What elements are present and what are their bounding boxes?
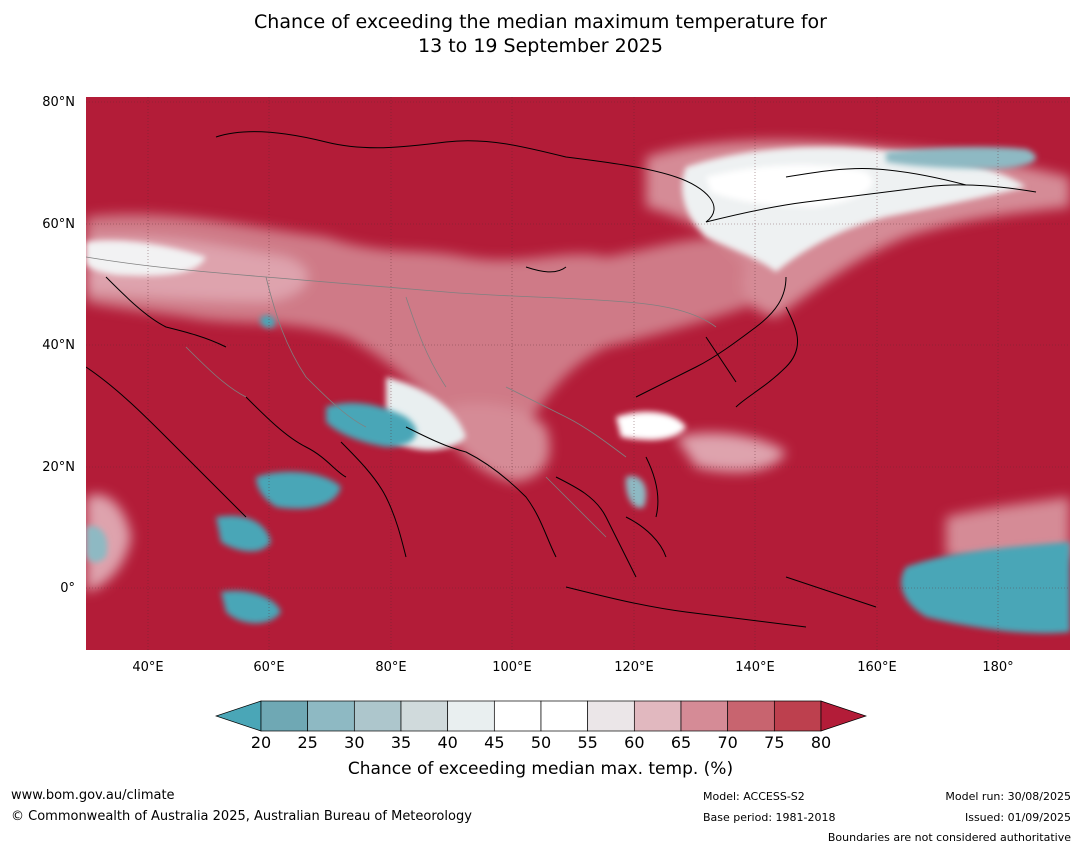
colorbar-tick-label: 75	[764, 733, 785, 752]
lon-label-100e: 100°E	[492, 660, 532, 675]
chart-title: Chance of exceeding the median maximum t…	[0, 10, 1081, 58]
lat-label-40n: 40°N	[42, 338, 75, 353]
colorbar-high-extender	[820, 700, 867, 732]
colorbar	[215, 700, 867, 732]
colorbar-cell	[680, 700, 729, 732]
colorbar-tick-label: 45	[484, 733, 505, 752]
probability-map	[86, 97, 1070, 650]
colorbar-cell	[307, 700, 355, 732]
colorbar-tick-label: 25	[297, 733, 318, 752]
lon-label-160e: 160°E	[857, 660, 897, 675]
colorbar-tick-label: 40	[437, 733, 458, 752]
lon-label-120e: 120°E	[614, 660, 654, 675]
colorbar-cell	[260, 700, 309, 732]
lon-label-180: 180°	[982, 660, 1014, 675]
colorbar-cell	[587, 700, 635, 732]
disclaimer-text: Boundaries are not considered authoritat…	[827, 831, 1071, 844]
lon-label-40e: 40°E	[132, 660, 164, 675]
colorbar-tick-label: 35	[390, 733, 412, 752]
map-svg	[86, 97, 1070, 650]
colorbar-tick-label: 30	[344, 733, 365, 752]
colorbar-cell	[633, 700, 682, 732]
lat-label-60n: 60°N	[42, 217, 75, 232]
lon-label-60e: 60°E	[253, 660, 285, 675]
title-line-2: 13 to 19 September 2025	[418, 35, 663, 57]
lon-label-140e: 140°E	[735, 660, 775, 675]
colorbar-low-extender	[215, 700, 262, 732]
colorbar-cell	[540, 700, 589, 732]
colorbar-tick-label: 70	[717, 733, 738, 752]
copyright-text: © Commonwealth of Australia 2025, Austra…	[11, 809, 472, 824]
title-line-1: Chance of exceeding the median maximum t…	[254, 11, 827, 33]
lat-label-20n: 20°N	[42, 460, 75, 475]
lon-label-80e: 80°E	[375, 660, 407, 675]
blue-regions	[86, 146, 1070, 634]
colorbar-tick-label: 20	[250, 733, 272, 752]
colorbar-cell	[400, 700, 449, 732]
colorbar-cell	[773, 700, 822, 732]
borders	[86, 256, 717, 538]
base-period-text: Base period: 1981-2018	[703, 811, 836, 824]
graticule	[86, 97, 1070, 650]
colorbar-tick-label: 60	[624, 733, 645, 752]
issued-text: Issued: 01/09/2025	[964, 811, 1071, 824]
lat-label-eq: 0°	[60, 581, 75, 596]
model-text: Model: ACCESS-S2	[703, 790, 805, 803]
colorbar-cell	[447, 700, 495, 732]
lat-label-80n: 80°N	[42, 95, 75, 110]
colorbar-tick-label: 65	[670, 733, 692, 752]
coastlines	[86, 131, 1037, 628]
colorbar-tick-label: 55	[577, 733, 598, 752]
colorbar-tick-label: 50	[530, 733, 552, 752]
colorbar-label: Chance of exceeding median max. temp. (%…	[347, 759, 734, 779]
colorbar-cell	[353, 700, 402, 732]
website-text: www.bom.gov.au/climate	[11, 788, 175, 803]
colorbar-cell	[727, 700, 775, 732]
model-run-text: Model run: 30/08/2025	[945, 790, 1071, 803]
colorbar-cell	[493, 700, 542, 732]
colorbar-tick-label: 80	[810, 733, 832, 752]
